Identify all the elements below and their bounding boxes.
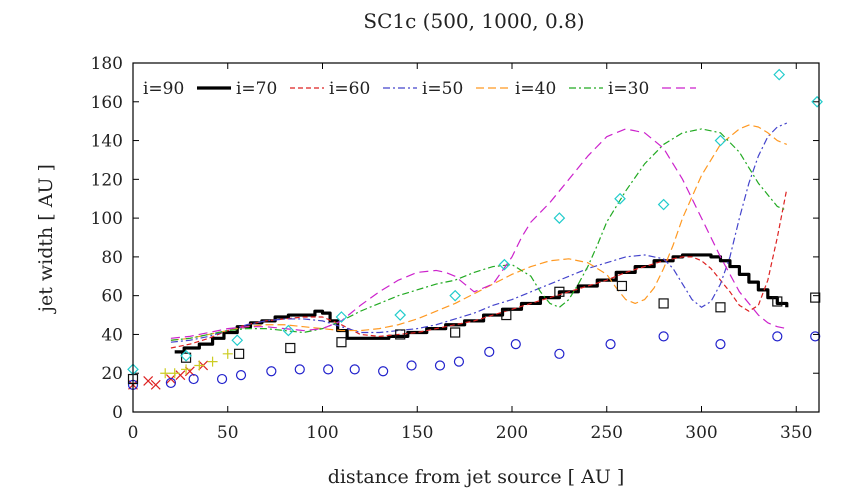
marker-markers-yellow-plus [222,348,233,359]
marker-markers-black-square [715,302,726,313]
axis-ticks: 0 50 100 150 200 250 300 350 0 20 40 60 80 100 120 140 1… [91,54,819,443]
y-tick-label: 40 [101,325,123,345]
chart-title: SC1c (500, 1000, 0.8) [363,9,584,33]
x-axis-label: distance from jet source [ AU ] [328,466,625,488]
marker-markers-black-square [336,337,347,348]
marker-markers-blue-circle [510,339,521,350]
y-tick-label: 80 [101,248,123,268]
series-line-i-30 [170,128,787,339]
legend-label: i=40 [515,79,556,99]
plot-frame [132,62,820,413]
marker-markers-cyan-diamond [335,311,348,323]
marker-markers-cyan-diamond [180,349,192,362]
legend-label: i=60 [329,79,370,99]
y-axis-label: jet width [ AU ] [35,164,57,314]
y-tick-label: 60 [101,287,123,307]
y-tick-label: 180 [91,54,123,74]
marker-markers-blue-circle [378,366,389,377]
x-tick-label: 50 [217,423,239,443]
marker-markers-cyan-diamond [553,212,566,224]
marker-markers-cyan-diamond [231,334,244,347]
marker-markers-black-square [285,342,296,354]
marker-markers-red-x [165,374,176,384]
marker-markers-blue-circle [235,370,247,381]
marker-markers-blue-circle [810,331,821,342]
marker-markers-red-x [175,370,186,381]
marker-markers-cyan-diamond [394,309,407,321]
marker-markers-blue-circle [349,364,360,375]
marker-markers-blue-circle [266,366,277,377]
marker-markers-blue-circle [772,331,783,342]
x-tick-label: 350 [780,423,812,443]
marker-markers-yellow-plus [181,364,192,375]
series-line-i-70 [170,188,788,349]
marker-markers-black-square [616,280,628,292]
marker-markers-cyan-diamond [614,192,626,205]
marker-markers-blue-circle [658,331,669,342]
marker-markers-blue-circle [453,356,465,367]
x-tick-label: 250 [591,423,623,443]
marker-markers-blue-circle [715,339,726,350]
y-tick-label: 120 [91,170,123,190]
series-line-i-40 [170,128,788,341]
marker-markers-yellow-plus [194,360,205,371]
marker-markers-blue-circle [406,360,417,371]
marker-markers-blue-circle [484,346,495,357]
marker-markers-black-square [554,286,565,297]
marker-markers-cyan-diamond [498,258,511,271]
marker-markers-red-x [150,379,161,390]
marker-markers-black-square [772,296,783,307]
x-tick-label: 0 [128,423,139,443]
marker-markers-yellow-plus [207,356,218,367]
marker-markers-blue-circle [554,348,565,359]
y-tick-label: 160 [91,93,123,113]
marker-markers-cyan-diamond [657,198,670,211]
marker-markers-yellow-plus [160,368,171,379]
marker-markers-blue-circle [165,377,177,389]
legend: i=90 i=70 i=60 i=50 i=40 i=30 [143,79,696,99]
y-tick-label: 100 [91,209,123,229]
marker-markers-black-square [810,292,821,303]
x-tick-label: 300 [685,423,717,443]
x-tick-label: 150 [401,423,433,443]
marker-markers-blue-circle [605,339,616,350]
legend-label: i=70 [236,79,277,99]
marker-markers-red-x [143,376,154,386]
marker-markers-cyan-diamond [773,68,786,81]
marker-markers-blue-circle [434,360,446,371]
x-tick-label: 200 [496,423,528,443]
y-tick-label: 140 [91,132,123,152]
series-line-i-60 [170,122,788,343]
marker-markers-blue-circle [323,364,334,375]
marker-markers-black-square [658,298,669,309]
marker-markers-cyan-diamond [282,324,295,337]
legend-label: i=30 [608,79,649,99]
marker-markers-blue-circle [294,364,305,375]
marker-markers-cyan-diamond [714,134,727,147]
legend-label: i=50 [422,79,463,99]
y-tick-label: 0 [112,403,123,423]
plot-series [127,68,823,390]
series-line-i-50 [170,124,788,341]
y-tick-label: 20 [101,364,123,384]
marker-markers-yellow-plus [169,368,180,379]
marker-markers-black-square [501,309,512,321]
marker-markers-cyan-diamond [449,289,462,302]
marker-markers-black-square [395,329,406,340]
marker-markers-blue-circle [188,373,199,385]
marker-markers-black-square [180,352,192,363]
marker-markers-black-square [450,327,461,338]
marker-markers-cyan-diamond [811,95,823,108]
marker-markers-blue-circle [216,373,228,385]
x-tick-label: 100 [306,423,338,443]
legend-label: i=90 [143,79,184,99]
series-line-i-90 [174,253,789,354]
marker-markers-black-square [234,348,245,359]
